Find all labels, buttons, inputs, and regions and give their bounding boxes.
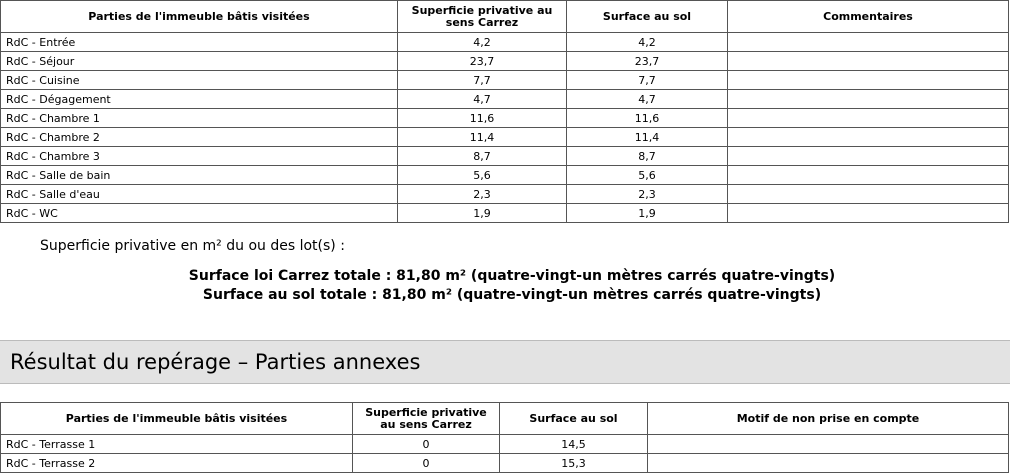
table-cell: 11,4 bbox=[566, 127, 728, 147]
table-cell: 7,7 bbox=[397, 70, 567, 90]
section-band bbox=[0, 340, 1010, 384]
table-cell: 0 bbox=[352, 434, 500, 454]
header-cell: Surface au sol bbox=[499, 402, 648, 435]
table-cell: RdC - Entrée bbox=[0, 32, 398, 52]
table-cell: 1,9 bbox=[566, 203, 728, 223]
table-cell: RdC - Terrasse 2 bbox=[0, 453, 353, 473]
table-cell: 8,7 bbox=[397, 146, 567, 166]
table-row: RdC - Terrasse 2 0 15,3 bbox=[0, 453, 1009, 473]
table-cell: RdC - Chambre 2 bbox=[0, 127, 398, 147]
table-cell bbox=[647, 453, 1009, 473]
table-cell: RdC - Chambre 3 bbox=[0, 146, 398, 166]
table-cell bbox=[647, 434, 1009, 454]
header-cell: Surface au sol bbox=[566, 0, 728, 33]
table-cell: 15,3 bbox=[499, 453, 648, 473]
table-row: RdC - Dégagement 4,7 4,7 bbox=[0, 89, 1009, 109]
table-cell: 23,7 bbox=[397, 51, 567, 71]
table-cell: RdC - Salle de bain bbox=[0, 165, 398, 185]
table-cell: RdC - Cuisine bbox=[0, 70, 398, 90]
table-row: RdC - Chambre 1 11,6 11,6 bbox=[0, 108, 1009, 128]
header-cell: Superficie privative au sens Carrez bbox=[397, 0, 567, 33]
table-cell bbox=[727, 146, 1009, 166]
table-cell: 4,2 bbox=[566, 32, 728, 52]
summary-floor: Surface au sol totale : 81,80 m² (quatre… bbox=[202, 287, 822, 303]
rooms-table: Parties de l'immeuble bâtis visitées Supe… bbox=[0, 0, 1009, 223]
table-row: RdC - Chambre 2 11,4 11,4 bbox=[0, 127, 1009, 147]
table-cell bbox=[727, 184, 1009, 204]
table-cell bbox=[727, 165, 1009, 185]
header-cell: Motif de non prise en compte bbox=[647, 402, 1009, 435]
table-row: RdC - Salle d'eau 2,3 2,3 bbox=[0, 184, 1009, 204]
table-cell: RdC - Dégagement bbox=[0, 89, 398, 109]
header-cell: Commentaires bbox=[727, 0, 1009, 33]
table-row: RdC - WC 1,9 1,9 bbox=[0, 203, 1009, 223]
summary-carrez: Surface loi Carrez totale : 81,80 m² (qu… bbox=[188, 268, 836, 284]
table-row: RdC - Entrée 4,2 4,2 bbox=[0, 32, 1009, 52]
table-cell: 4,7 bbox=[397, 89, 567, 109]
table-cell bbox=[727, 32, 1009, 52]
table-cell: 14,5 bbox=[499, 434, 648, 454]
section-title: Résultat du repérage – Parties annexes bbox=[10, 350, 421, 374]
table-cell: 11,6 bbox=[566, 108, 728, 128]
table-row: RdC - Chambre 3 8,7 8,7 bbox=[0, 146, 1009, 166]
table-cell: RdC - Salle d'eau bbox=[0, 184, 398, 204]
table-cell: 4,2 bbox=[397, 32, 567, 52]
table-cell: 7,7 bbox=[566, 70, 728, 90]
table-cell: RdC - WC bbox=[0, 203, 398, 223]
table-cell bbox=[727, 70, 1009, 90]
table-cell: 5,6 bbox=[566, 165, 728, 185]
table-cell bbox=[727, 51, 1009, 71]
table-cell: 23,7 bbox=[566, 51, 728, 71]
table-cell: 1,9 bbox=[397, 203, 567, 223]
table-cell: 11,4 bbox=[397, 127, 567, 147]
table-cell: 2,3 bbox=[397, 184, 567, 204]
header-row: Parties de l'immeuble bâtis visitées Supe… bbox=[0, 0, 1009, 33]
header-cell: Superficie privative au sens Carrez bbox=[352, 402, 500, 435]
annexes-table: Parties de l'immeuble bâtis visitées Supe… bbox=[0, 402, 1009, 473]
table-cell bbox=[727, 108, 1009, 128]
table-cell bbox=[727, 203, 1009, 223]
table-cell: 4,7 bbox=[566, 89, 728, 109]
table-cell: RdC - Séjour bbox=[0, 51, 398, 71]
table-cell: RdC - Terrasse 1 bbox=[0, 434, 353, 454]
summary-intro: Superficie privative en m² du ou des lot… bbox=[40, 238, 345, 254]
header-cell: Parties de l'immeuble bâtis visitées bbox=[0, 0, 398, 33]
table-cell: 0 bbox=[352, 453, 500, 473]
table-cell: 11,6 bbox=[397, 108, 567, 128]
table-cell bbox=[727, 127, 1009, 147]
table-row: RdC - Cuisine 7,7 7,7 bbox=[0, 70, 1009, 90]
table-cell: 5,6 bbox=[397, 165, 567, 185]
header-cell: Parties de l'immeuble bâtis visitées bbox=[0, 402, 353, 435]
table-row: RdC - Salle de bain 5,6 5,6 bbox=[0, 165, 1009, 185]
table-cell: RdC - Chambre 1 bbox=[0, 108, 398, 128]
table-cell: 2,3 bbox=[566, 184, 728, 204]
table-cell: 8,7 bbox=[566, 146, 728, 166]
table-row: RdC - Terrasse 1 0 14,5 bbox=[0, 434, 1009, 454]
header-row: Parties de l'immeuble bâtis visitées Supe… bbox=[0, 402, 1009, 435]
table-row: RdC - Séjour 23,7 23,7 bbox=[0, 51, 1009, 71]
table-cell bbox=[727, 89, 1009, 109]
